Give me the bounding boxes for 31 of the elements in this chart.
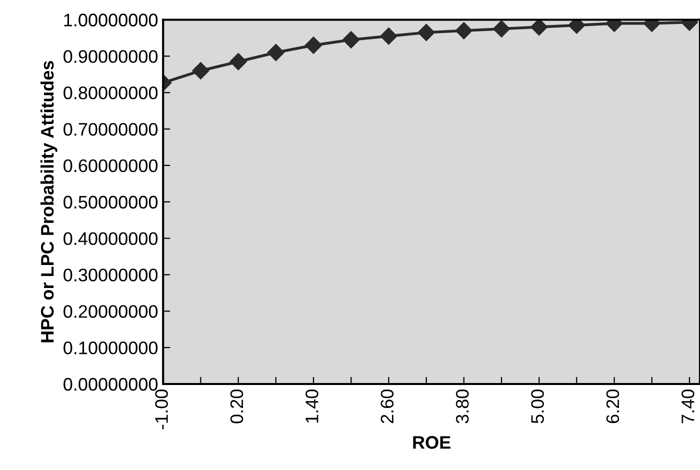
point [492, 20, 510, 38]
y-tick-label: 0.30000000 [64, 268, 158, 282]
point [304, 36, 322, 54]
y-tick-label: 0.10000000 [64, 342, 158, 354]
x-tick-label: 1.40 [306, 390, 318, 423]
point [267, 44, 284, 62]
y-tick-label: 0.80000000 [64, 86, 158, 100]
y-axis-title: HPC or LPC Probability Attitudes [40, 60, 58, 342]
y-tick-label: 0.40000000 [64, 232, 158, 246]
x-tick-label: 6.20 [606, 390, 620, 424]
x-tick-label: 3.80 [456, 390, 469, 424]
y-tick-label: 0.60000000 [64, 159, 158, 172]
point [230, 53, 247, 70]
y-tick-label: 0.50000000 [64, 196, 158, 209]
x-tick-label: 7.40 [682, 390, 694, 424]
x-tick-label: 2.60 [380, 390, 394, 424]
y-tick-label: 0.70000000 [64, 122, 158, 136]
x-tick-label: 5.00 [531, 390, 544, 424]
point [530, 20, 548, 36]
point [418, 24, 435, 42]
x-tick-label: 0.20 [230, 390, 244, 424]
x-axis-title: ROE [413, 436, 450, 449]
y-tick-label: 0.20000000 [64, 305, 158, 318]
x-tick-label: -1.00 [155, 390, 168, 430]
y-tick-label: 1.00000000 [64, 14, 158, 26]
point [380, 28, 398, 45]
point [342, 31, 360, 48]
y-tick-label: 0.90000000 [64, 50, 158, 63]
point [455, 22, 472, 40]
point [192, 62, 210, 80]
y-tick-label: 0.00000000 [64, 378, 158, 391]
